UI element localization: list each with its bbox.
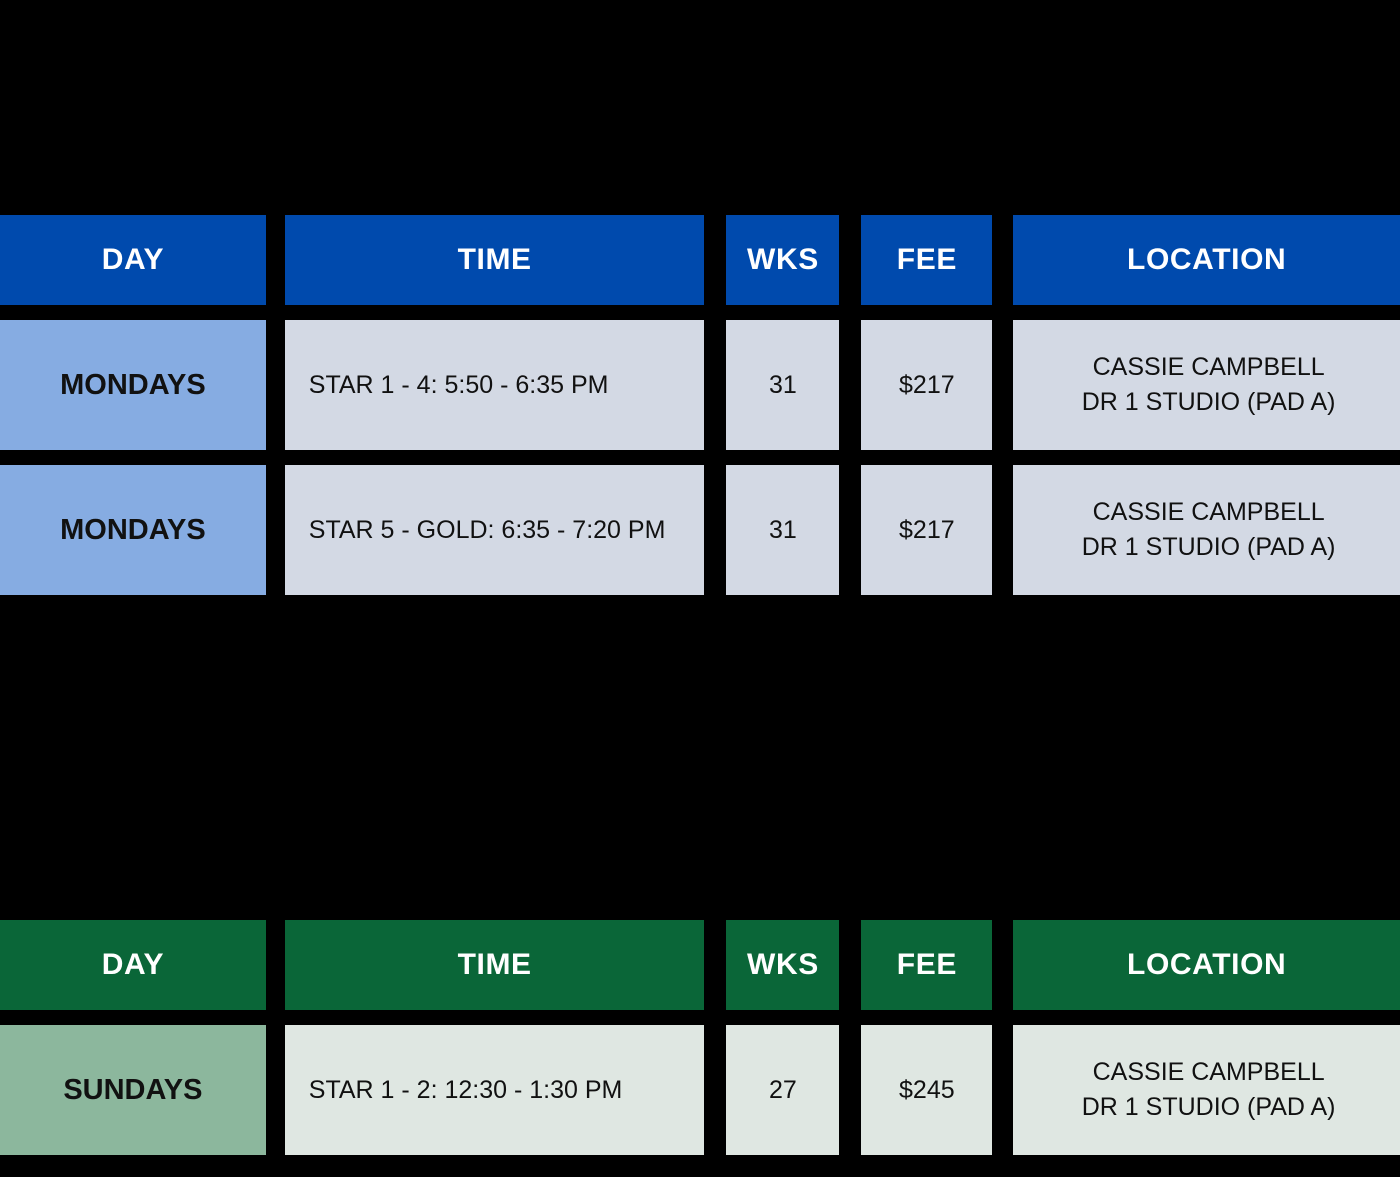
location-instructor: CASSIE CAMPBELL (1092, 352, 1325, 381)
column-header-fee: FEE (861, 920, 993, 1010)
location-instructor: CASSIE CAMPBELL (1092, 497, 1325, 526)
column-header-time: TIME (284, 215, 705, 305)
cell-day: MONDAYS (0, 320, 266, 450)
table-row: MONDAYS STAR 5 - GOLD: 6:35 - 7:20 PM 31… (0, 465, 1400, 595)
table-row: MONDAYS STAR 1 - 4: 5:50 - 6:35 PM 31 $2… (0, 320, 1400, 450)
row-divider (0, 305, 1400, 320)
schedule-table-green: DAY TIME WKS FEE LOCATION SUNDAYS STAR 1… (0, 920, 1400, 1155)
column-header-location: LOCATION (1013, 215, 1400, 305)
table-row: SUNDAYS STAR 1 - 2: 12:30 - 1:30 PM 27 $… (0, 1025, 1400, 1155)
cell-location: CASSIE CAMPBELL DR 1 STUDIO (PAD A) (1013, 320, 1400, 450)
location-studio: DR 1 STUDIO (PAD A) (1081, 1093, 1336, 1121)
cell-weeks: 27 (726, 1025, 840, 1155)
row-divider (0, 1010, 1400, 1025)
column-header-wks: WKS (726, 920, 840, 1010)
cell-fee: $217 (861, 465, 993, 595)
cell-fee: $245 (861, 1025, 993, 1155)
column-header-day: DAY (0, 920, 266, 1010)
cell-time: STAR 5 - GOLD: 6:35 - 7:20 PM (284, 465, 705, 595)
cell-weeks: 31 (726, 320, 840, 450)
schedule-table-blue: DAY TIME WKS FEE LOCATION MONDAYS STAR 1… (0, 215, 1400, 595)
cell-day: MONDAYS (0, 465, 266, 595)
column-header-fee: FEE (861, 215, 993, 305)
cell-time: STAR 1 - 2: 12:30 - 1:30 PM (284, 1025, 705, 1155)
cell-fee: $217 (861, 320, 993, 450)
row-divider (0, 450, 1400, 465)
table-header-row: DAY TIME WKS FEE LOCATION (0, 215, 1400, 305)
column-header-time: TIME (284, 920, 705, 1010)
cell-location: CASSIE CAMPBELL DR 1 STUDIO (PAD A) (1013, 1025, 1400, 1155)
cell-time: STAR 1 - 4: 5:50 - 6:35 PM (284, 320, 705, 450)
cell-weeks: 31 (726, 465, 840, 595)
column-header-location: LOCATION (1013, 920, 1400, 1010)
cell-location: CASSIE CAMPBELL DR 1 STUDIO (PAD A) (1013, 465, 1400, 595)
location-instructor: CASSIE CAMPBELL (1092, 1057, 1325, 1086)
location-studio: DR 1 STUDIO (PAD A) (1081, 388, 1336, 416)
cell-day: SUNDAYS (0, 1025, 266, 1155)
table-header-row: DAY TIME WKS FEE LOCATION (0, 920, 1400, 1010)
location-studio: DR 1 STUDIO (PAD A) (1081, 533, 1336, 561)
column-header-day: DAY (0, 215, 266, 305)
column-header-wks: WKS (726, 215, 840, 305)
